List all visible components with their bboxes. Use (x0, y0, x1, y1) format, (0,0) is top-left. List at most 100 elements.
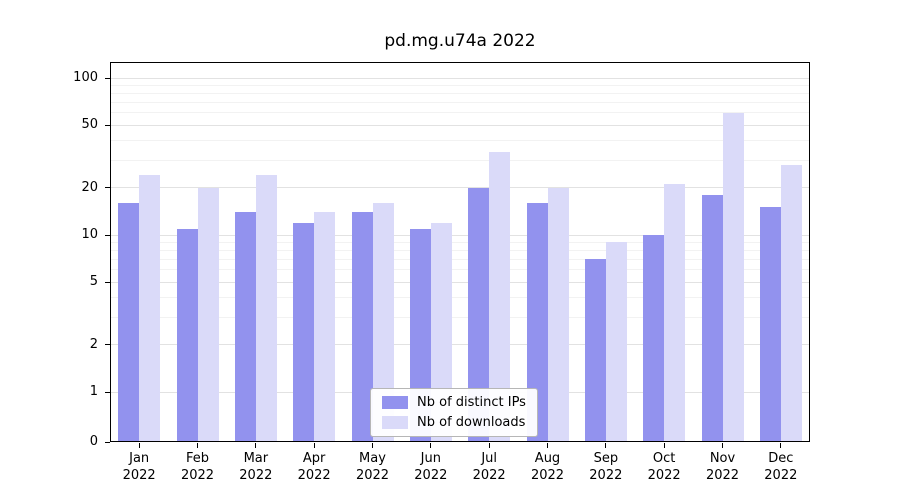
bar-distinct-ips (176, 228, 198, 442)
minor-gridline (110, 241, 810, 243)
x-tick-month: Aug (534, 451, 561, 466)
x-tick-mark (722, 443, 723, 448)
bar-downloads (722, 112, 744, 442)
y-tick-mark (105, 187, 110, 189)
x-tick-label: Mar 2022 (221, 450, 291, 484)
x-tick-label: Oct 2022 (629, 450, 699, 484)
x-tick-mark (547, 443, 548, 448)
x-tick-year: 2022 (297, 468, 331, 483)
y-tick-label: 10 (81, 227, 98, 242)
y-tick-mark (105, 441, 110, 443)
minor-gridline (110, 249, 810, 251)
major-gridline (110, 187, 810, 189)
minor-gridline (110, 112, 810, 114)
y-tick-label: 1 (89, 384, 98, 399)
y-tick-label: 50 (81, 117, 98, 133)
x-tick-label: Apr 2022 (279, 450, 349, 484)
x-tick-year: 2022 (180, 468, 215, 483)
bar-distinct-ips (468, 187, 490, 442)
legend-label-downloads: Nb of downloads (417, 415, 526, 430)
minor-gridline (110, 159, 810, 161)
x-tick-month: Jul (481, 451, 497, 466)
x-tick-year: 2022 (414, 468, 448, 483)
bar-distinct-ips (701, 194, 723, 442)
bar-downloads (255, 175, 277, 442)
major-gridline (110, 234, 810, 236)
x-tick-month: Apr (302, 451, 326, 466)
x-tick-year: 2022 (530, 468, 565, 483)
x-tick-month: Sep (593, 451, 619, 466)
major-gridline (110, 344, 810, 346)
minor-gridline (110, 316, 810, 318)
y-tick-label: 5 (89, 274, 98, 290)
y-tick-mark (105, 344, 110, 346)
bar-distinct-ips (643, 235, 665, 442)
bar-distinct-ips (759, 207, 781, 442)
y-tick-label: 0 (89, 434, 98, 449)
y-tick-label: 100 (73, 70, 98, 85)
x-tick-mark (138, 443, 140, 448)
x-tick-label: Nov 2022 (688, 450, 758, 484)
x-tick-year: 2022 (705, 468, 740, 483)
x-tick-label: Jun 2022 (396, 450, 466, 484)
x-tick-month: Mar (243, 451, 269, 466)
major-gridline (110, 77, 810, 79)
minor-gridline (110, 269, 810, 271)
legend-swatch-distinct-ips (382, 396, 408, 409)
minor-gridline (110, 139, 810, 141)
x-tick-year: 2022 (239, 468, 273, 483)
bar-downloads (139, 175, 161, 442)
bar-downloads (372, 202, 394, 442)
bar-downloads (430, 222, 452, 442)
legend-item-downloads: Nb of downloads (382, 415, 526, 430)
x-tick-label: Aug 2022 (513, 450, 583, 484)
x-tick-mark (663, 443, 665, 448)
bar-downloads (489, 151, 511, 442)
bar-downloads (197, 187, 219, 442)
x-tick-mark (197, 443, 198, 448)
chart-title: pd.mg.u74a 2022 (384, 31, 536, 51)
legend-label-distinct-ips: Nb of distinct IPs (417, 395, 526, 410)
x-tick-month: Oct (652, 451, 676, 466)
x-tick-mark (255, 443, 257, 448)
x-tick-label: Jan 2022 (104, 450, 174, 484)
x-tick-label: Sep 2022 (571, 450, 641, 484)
x-tick-mark (780, 443, 782, 448)
y-tick-label: 2 (89, 336, 98, 352)
x-tick-month: Nov (709, 451, 736, 466)
bar-downloads (780, 164, 802, 442)
bar-downloads (605, 242, 627, 442)
minor-gridline (110, 296, 810, 298)
bar-distinct-ips (526, 202, 548, 442)
y-tick-label: 20 (81, 179, 98, 195)
legend-item-distinct-ips: Nb of distinct IPs (382, 395, 526, 410)
y-tick-mark (105, 77, 110, 79)
x-tick-year: 2022 (355, 468, 390, 483)
plot-area: Nb of distinct IPs Nb of downloads (110, 62, 810, 442)
x-tick-year: 2022 (122, 468, 156, 483)
x-tick-mark (488, 443, 490, 448)
x-tick-month: Jun (420, 451, 441, 466)
minor-gridline (110, 258, 810, 260)
bar-distinct-ips (293, 222, 315, 442)
minor-gridline (110, 92, 810, 94)
legend: Nb of distinct IPs Nb of downloads (370, 388, 538, 437)
bar-downloads (314, 212, 336, 442)
bar-distinct-ips (584, 259, 606, 442)
x-tick-year: 2022 (764, 468, 798, 483)
x-tick-mark (430, 443, 432, 448)
x-tick-mark (605, 443, 607, 448)
bar-downloads (547, 187, 569, 442)
x-tick-year: 2022 (472, 468, 506, 483)
bar-distinct-ips (118, 202, 140, 442)
x-tick-label: Feb 2022 (163, 450, 233, 484)
major-gridline (110, 124, 810, 126)
bar-distinct-ips (234, 212, 256, 442)
x-tick-mark (313, 443, 315, 448)
bar-distinct-ips (351, 212, 373, 442)
x-tick-year: 2022 (589, 468, 623, 483)
minor-gridline (110, 84, 810, 86)
x-tick-month: Feb (185, 451, 210, 466)
x-tick-year: 2022 (647, 468, 681, 483)
